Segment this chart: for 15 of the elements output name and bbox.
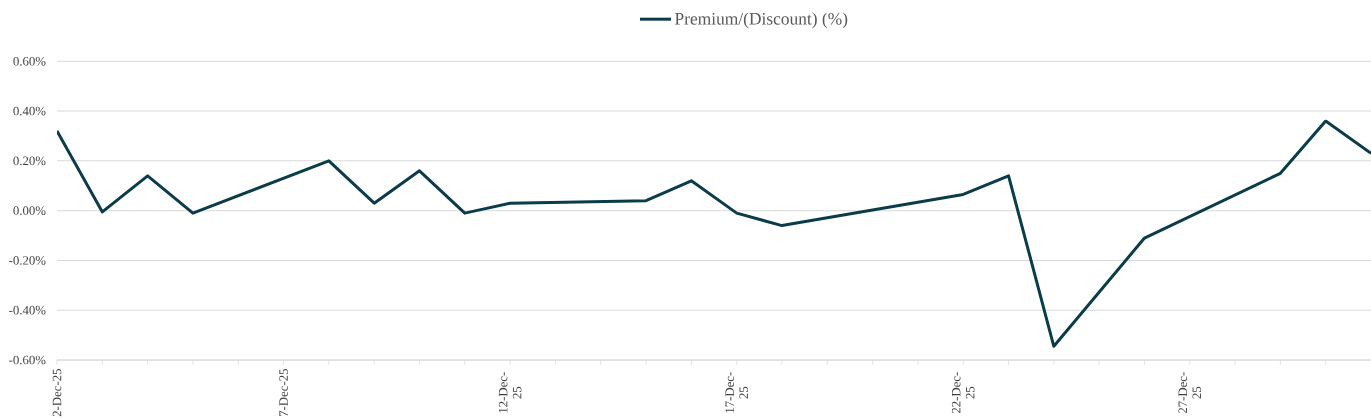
x-tick-label: 22-Dec-25	[951, 372, 975, 414]
x-tick-label: 12-Dec-25	[498, 372, 522, 413]
y-tick-label: -0.20%	[9, 256, 46, 265]
x-tick-label: 17-Dec-25	[725, 372, 748, 413]
x-tick-label: 27-Dec-25	[1178, 372, 1202, 414]
y-tick-label: 0.00%	[13, 206, 46, 215]
x-tick-label: 7-Dec-25	[279, 369, 288, 417]
x-tick-label: 2-Dec-25	[52, 369, 62, 417]
legend-label: Premium/(Discount) (%)	[675, 12, 848, 29]
y-tick-label: 0.40%	[13, 106, 46, 116]
y-tick-label: -0.40%	[9, 305, 46, 315]
y-tick-label: 0.60%	[13, 56, 46, 66]
line-series	[57, 119, 1371, 348]
y-tick-label: 0.20%	[13, 156, 46, 166]
y-tick-label: -0.60%	[9, 355, 46, 365]
